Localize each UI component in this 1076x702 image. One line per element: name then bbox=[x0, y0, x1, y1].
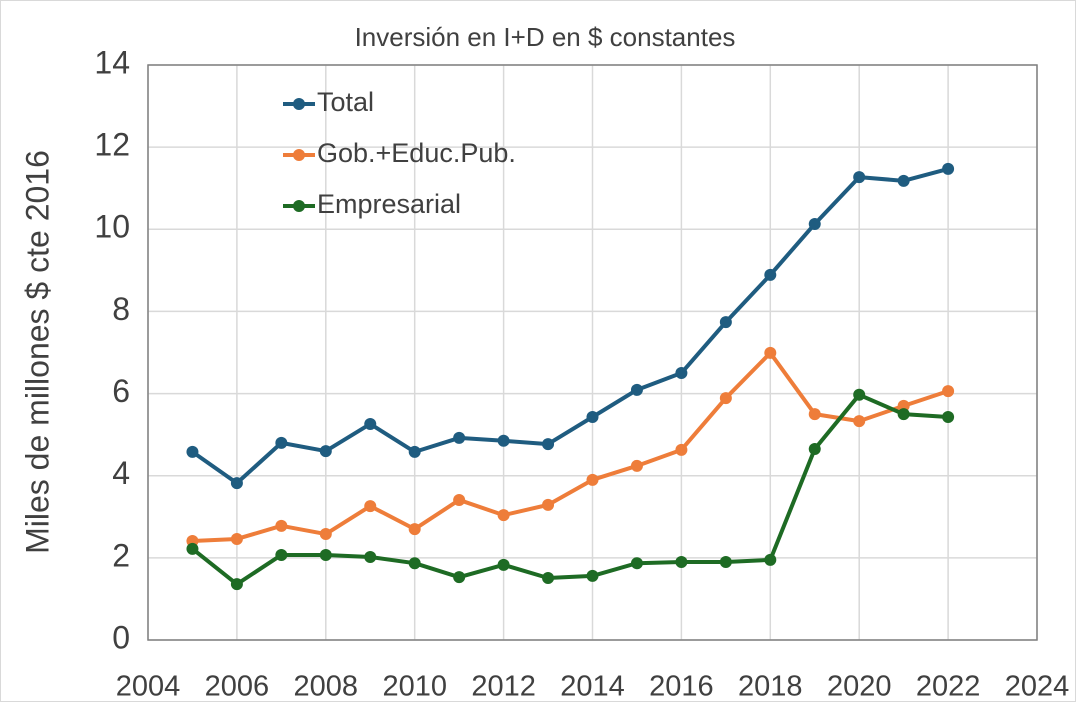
legend-marker bbox=[293, 98, 305, 110]
marker bbox=[719, 316, 732, 329]
marker bbox=[586, 569, 599, 582]
marker bbox=[408, 557, 421, 570]
marker bbox=[586, 473, 599, 486]
marker bbox=[675, 367, 688, 380]
y-axis-label: Miles de millones $ cte 2016 bbox=[19, 150, 55, 554]
marker bbox=[764, 268, 777, 281]
marker bbox=[630, 557, 643, 570]
marker bbox=[942, 385, 955, 398]
marker bbox=[408, 523, 421, 536]
legend-marker bbox=[293, 149, 305, 161]
x-tick-label: 2004 bbox=[116, 671, 181, 702]
plot-frame bbox=[147, 64, 1038, 641]
y-tick-label: 4 bbox=[112, 455, 130, 491]
marker bbox=[675, 555, 688, 568]
marker bbox=[542, 571, 555, 584]
marker bbox=[764, 553, 777, 566]
y-tick-label: 2 bbox=[112, 537, 130, 573]
y-tick-label: 6 bbox=[112, 373, 130, 409]
marker bbox=[364, 417, 377, 430]
marker bbox=[275, 548, 288, 561]
marker bbox=[542, 438, 555, 451]
marker bbox=[897, 174, 910, 187]
marker bbox=[319, 445, 332, 458]
marker bbox=[230, 532, 243, 545]
marker bbox=[853, 388, 866, 401]
chart-title: Inversión en I+D en $ constantes bbox=[355, 22, 736, 52]
marker bbox=[897, 399, 910, 412]
x-tick-label: 2012 bbox=[471, 671, 536, 702]
y-tick-label: 14 bbox=[94, 44, 130, 80]
x-tick-label: 2006 bbox=[205, 671, 270, 702]
legend-label: Empresarial bbox=[317, 189, 461, 219]
x-tick-label: 2020 bbox=[827, 671, 892, 702]
x-tick-label: 2014 bbox=[560, 671, 625, 702]
marker bbox=[497, 509, 510, 522]
marker bbox=[808, 443, 821, 456]
x-tick-label: 2022 bbox=[916, 671, 981, 702]
marker bbox=[319, 528, 332, 541]
y-tick-label: 12 bbox=[94, 127, 130, 163]
marker bbox=[942, 162, 955, 175]
marker bbox=[542, 498, 555, 511]
marker bbox=[497, 558, 510, 571]
line bbox=[192, 350, 949, 544]
marker bbox=[719, 392, 732, 405]
marker bbox=[186, 542, 199, 555]
y-tick-label: 0 bbox=[112, 619, 130, 655]
marker bbox=[453, 571, 466, 584]
y-tick-label: 10 bbox=[94, 209, 130, 245]
marker bbox=[230, 578, 243, 591]
marker bbox=[497, 434, 510, 447]
marker bbox=[719, 555, 732, 568]
marker bbox=[630, 383, 643, 396]
marker bbox=[408, 445, 421, 458]
x-tick-label: 2008 bbox=[294, 671, 359, 702]
legend-label: Total bbox=[317, 87, 374, 117]
marker bbox=[275, 436, 288, 449]
marker bbox=[275, 519, 288, 532]
marker bbox=[630, 459, 643, 472]
marker bbox=[364, 500, 377, 513]
legend-marker bbox=[293, 200, 305, 212]
x-tick-label: 2010 bbox=[382, 671, 447, 702]
x-tick-label: 2018 bbox=[738, 671, 803, 702]
marker bbox=[853, 171, 866, 184]
x-tick-label: 2024 bbox=[1005, 671, 1070, 702]
marker bbox=[186, 445, 199, 458]
x-tick-label: 2016 bbox=[649, 671, 714, 702]
y-tick-label: 8 bbox=[112, 291, 130, 327]
marker bbox=[808, 217, 821, 230]
marker bbox=[942, 410, 955, 423]
legend-label: Gob.+Educ.Pub. bbox=[317, 138, 516, 168]
marker bbox=[808, 408, 821, 421]
marker bbox=[453, 431, 466, 444]
marker bbox=[453, 493, 466, 506]
marker bbox=[319, 548, 332, 561]
line bbox=[191, 392, 949, 587]
marker bbox=[853, 415, 866, 428]
marker bbox=[586, 410, 599, 423]
marker bbox=[764, 346, 777, 359]
marker bbox=[364, 551, 377, 564]
line bbox=[191, 166, 949, 486]
marker bbox=[675, 443, 688, 456]
marker bbox=[230, 477, 243, 490]
marker bbox=[897, 408, 910, 421]
